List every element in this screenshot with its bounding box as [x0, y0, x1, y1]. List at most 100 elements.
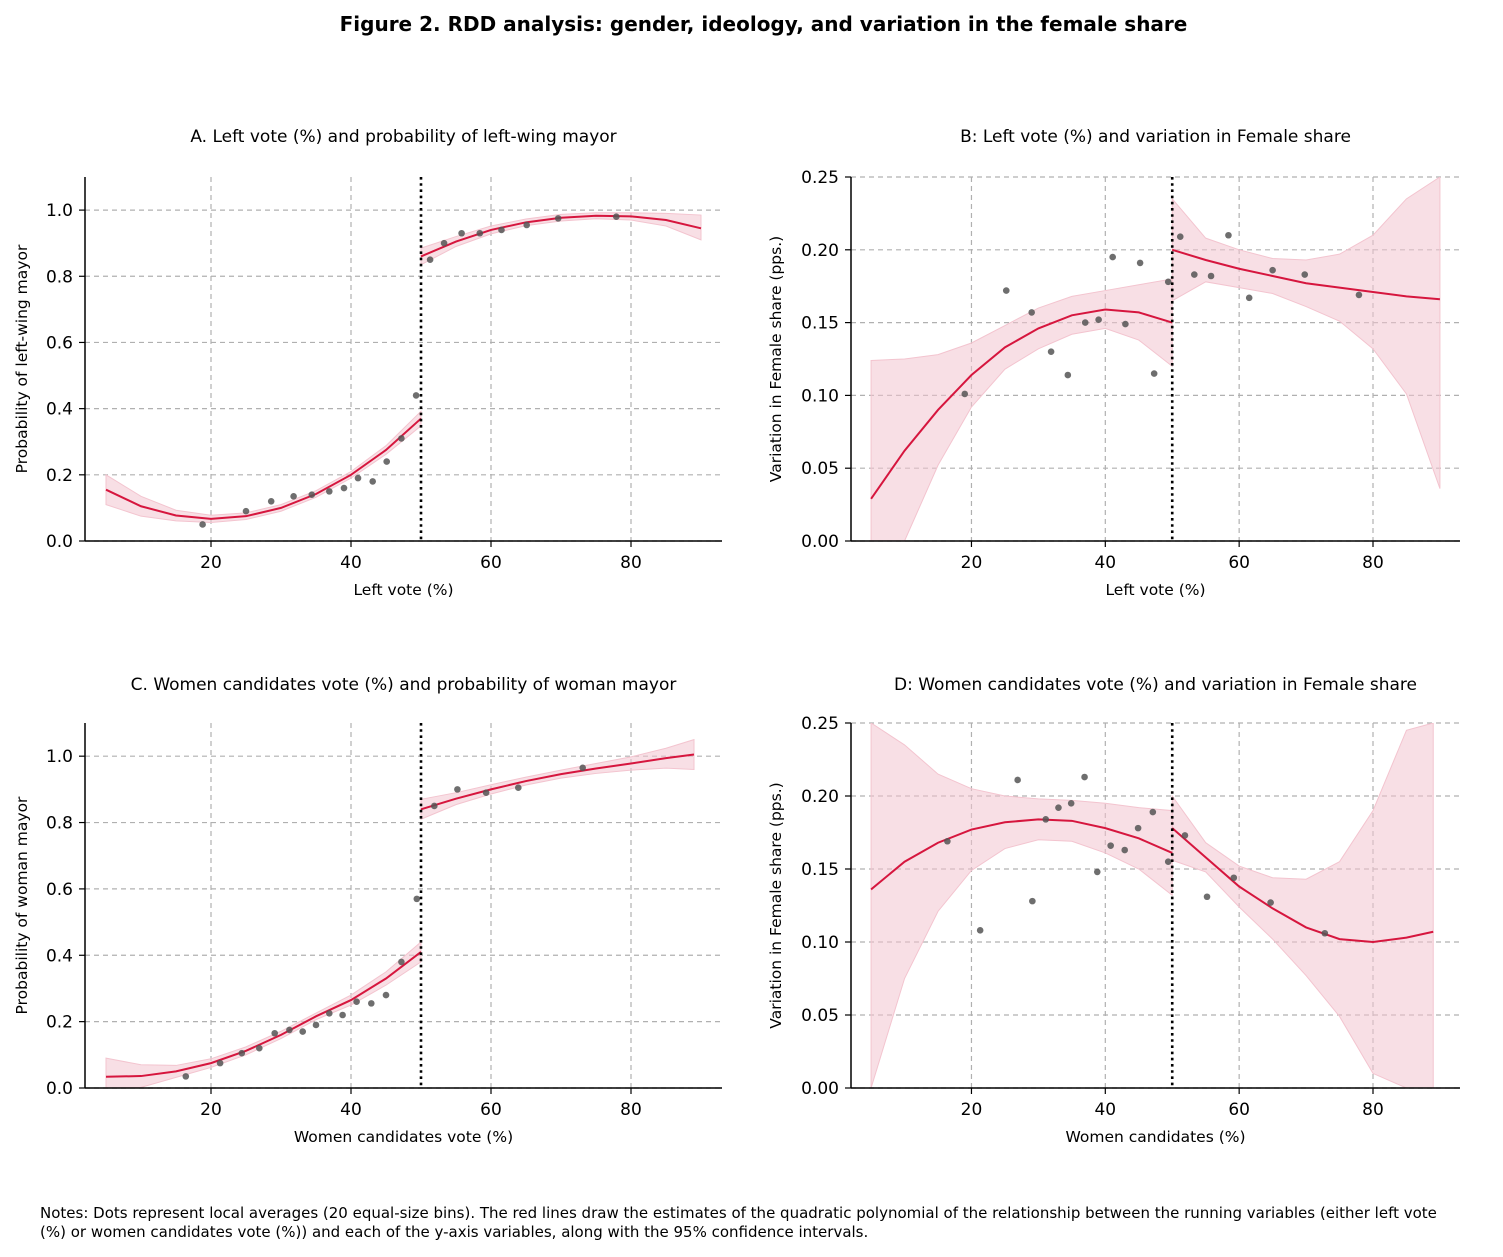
x-axis-label: Left vote (%)	[1105, 581, 1205, 599]
bin-average-point	[199, 521, 206, 528]
fit-line-right	[1171, 248, 1441, 301]
chart-title: C. Women candidates vote (%) and probabi…	[131, 675, 677, 695]
bin-average-point	[312, 1021, 320, 1029]
bin-average-point	[398, 958, 405, 966]
y-tick-label: 1.0	[46, 747, 73, 767]
bin-average-point	[255, 1044, 263, 1052]
ci-band-left	[870, 278, 1173, 541]
y-tick-label: 0.8	[46, 267, 73, 287]
y-tick-label: 0.05	[801, 459, 839, 479]
bin-average-point	[1164, 278, 1172, 286]
bin-average-point	[382, 991, 390, 999]
bin-average-point	[286, 1026, 293, 1034]
x-tick-label: 20	[961, 553, 983, 573]
y-tick-label: 0.20	[801, 787, 839, 807]
bin-average-point	[523, 221, 530, 229]
figure-title: Figure 2. RDD analysis: gender, ideology…	[339, 12, 1188, 36]
bin-average-point	[458, 229, 465, 237]
bin-average-point	[454, 786, 461, 793]
x-tick-label: 40	[340, 553, 362, 573]
chart-title: B: Left vote (%) and variation in Female…	[960, 127, 1351, 147]
bin-average-point	[1107, 842, 1114, 849]
fit-line-left	[870, 308, 1173, 500]
ci-band-left	[105, 410, 422, 523]
x-tick-label: 80	[1362, 1100, 1384, 1120]
bin-average-point	[353, 998, 360, 1006]
y-tick-label: 0.15	[801, 860, 839, 880]
bin-average-point	[369, 478, 377, 485]
bin-average-point	[1081, 773, 1088, 781]
bin-average-point	[1267, 899, 1274, 906]
bin-average-point	[1122, 320, 1129, 328]
ci-band-right	[1171, 723, 1434, 1088]
chart-title: A. Left vote (%) and probability of left…	[190, 127, 616, 147]
x-tick-label: 80	[620, 553, 642, 573]
bin-average-point	[1207, 272, 1215, 280]
bin-average-point	[1014, 776, 1021, 784]
bin-average-point	[579, 764, 586, 772]
bin-average-point	[1191, 271, 1198, 278]
x-axis-label: Women candidates (%)	[1065, 1128, 1245, 1146]
fit-line-right	[420, 753, 695, 811]
x-tick-label: 40	[340, 1100, 362, 1120]
bin-average-point	[368, 1000, 375, 1007]
fit-line-right	[1171, 827, 1434, 944]
x-axis-label: Women candidates vote (%)	[294, 1128, 513, 1146]
bin-average-point	[1028, 309, 1035, 316]
figure-notes: Notes: Dots represent local averages (20…	[40, 1204, 1437, 1241]
ci-band-left	[105, 940, 422, 1088]
fit-line-left	[870, 818, 1173, 891]
bin-average-point	[267, 497, 275, 505]
bin-average-point	[976, 927, 984, 934]
bin-average-point	[1029, 897, 1036, 905]
x-tick-label: 60	[480, 1100, 502, 1120]
bin-average-point	[1067, 800, 1075, 807]
bin-average-point	[326, 1010, 333, 1017]
bin-average-point	[308, 491, 316, 498]
x-tick-label: 80	[620, 1100, 642, 1120]
y-tick-label: 0.10	[801, 386, 839, 406]
bin-average-point	[515, 784, 522, 792]
bin-average-point	[340, 484, 348, 492]
bin-average-point	[383, 458, 391, 465]
x-tick-label: 60	[480, 553, 502, 573]
bin-average-point	[1134, 824, 1142, 832]
y-tick-label: 0.8	[46, 814, 73, 834]
bin-average-point	[238, 1049, 246, 1057]
bin-average-point	[1095, 316, 1102, 323]
bin-average-point	[1176, 233, 1184, 240]
chart-title: D: Women candidates vote (%) and variati…	[894, 675, 1417, 695]
y-tick-label: 0.4	[46, 400, 73, 420]
bin-average-point	[1301, 271, 1309, 278]
y-tick-label: 1.0	[46, 201, 73, 221]
bin-average-point	[412, 392, 420, 399]
fit-line-left	[105, 417, 422, 520]
bin-average-point	[1203, 893, 1211, 901]
fit-line-left	[105, 951, 422, 1078]
bin-average-point	[1164, 858, 1172, 865]
y-tick-label: 0.6	[46, 333, 73, 353]
bin-average-point	[1321, 929, 1329, 937]
y-tick-label: 0.25	[801, 168, 839, 188]
y-tick-label: 0.2	[46, 466, 73, 486]
bin-average-point	[498, 226, 505, 234]
bin-average-point	[1230, 874, 1238, 882]
y-tick-label: 0.00	[801, 1079, 839, 1099]
bin-average-point	[1269, 266, 1276, 274]
ci-band-right	[420, 212, 702, 266]
y-axis-label: Variation in Female share (pps.)	[767, 782, 785, 1028]
fit-line-right	[420, 214, 702, 258]
y-tick-label: 0.6	[46, 880, 73, 900]
bin-average-point	[182, 1073, 190, 1080]
bin-average-point	[1064, 371, 1072, 379]
y-tick-label: 0.15	[801, 314, 839, 334]
bin-average-point	[961, 390, 969, 398]
x-tick-label: 20	[961, 1100, 983, 1120]
y-tick-label: 0.10	[801, 933, 839, 953]
y-tick-label: 0.0	[46, 1079, 73, 1099]
bin-average-point	[1150, 370, 1158, 377]
y-axis-label: Variation in Female share (pps.)	[767, 236, 785, 482]
bin-average-point	[354, 474, 362, 482]
